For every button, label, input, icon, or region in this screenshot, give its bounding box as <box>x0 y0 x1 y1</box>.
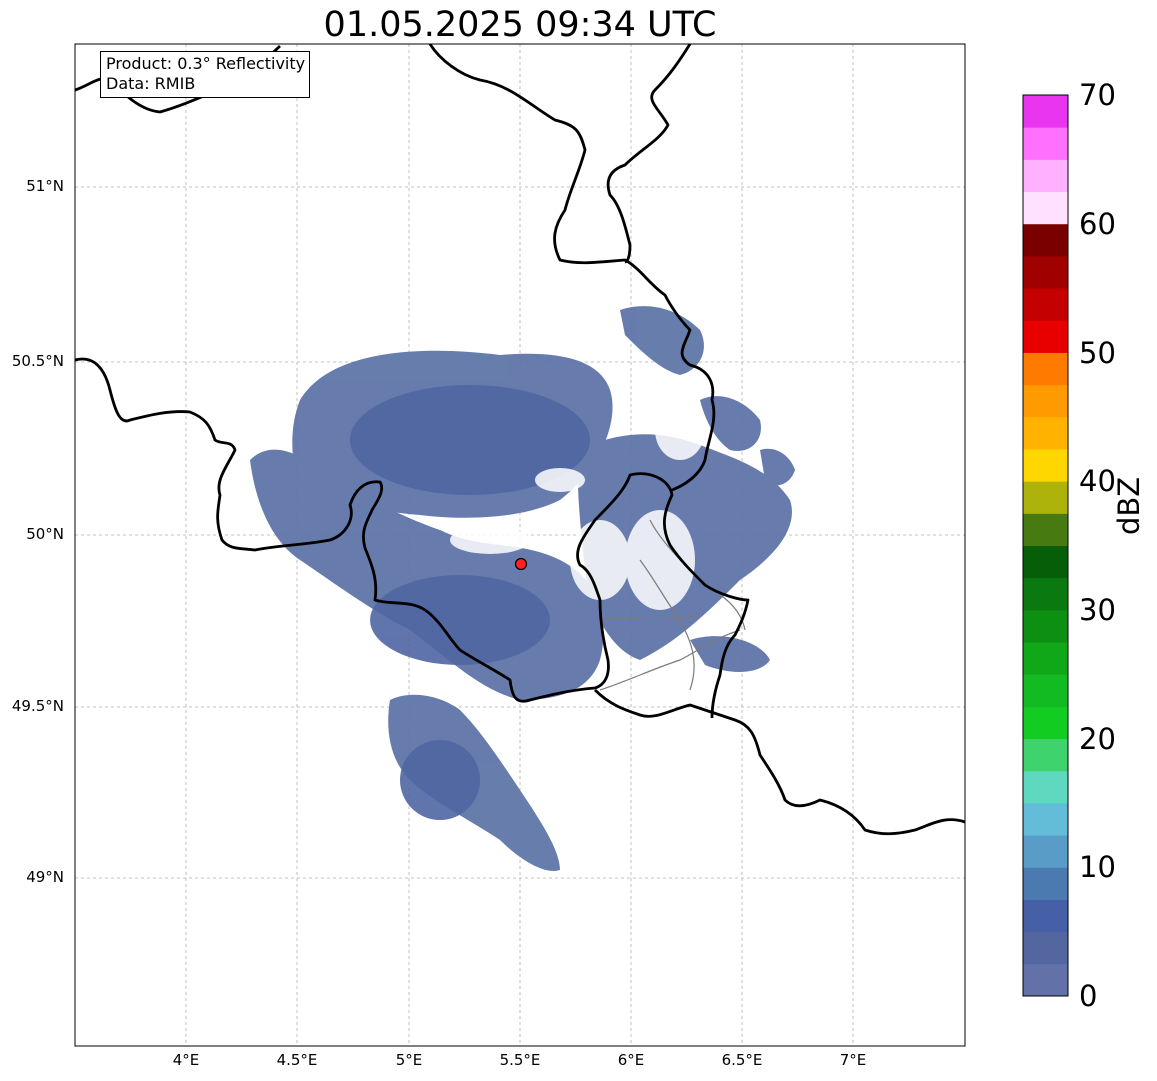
data-source-text: Data: RMIB <box>106 74 196 93</box>
colorbar-bin <box>1023 223 1068 257</box>
radar-site-marker <box>514 557 528 571</box>
colorbar-bin <box>1023 738 1068 772</box>
radar-echo-core <box>350 385 590 820</box>
lon-tick-label: 6.5°E <box>721 1051 763 1069</box>
colorbar-bin <box>1023 835 1068 868</box>
lat-tick-label: 49.5°N <box>11 697 64 715</box>
colorbar-bin <box>1023 95 1068 128</box>
radar-echo-gaps <box>450 400 705 610</box>
lat-tick-label: 50°N <box>26 525 64 543</box>
colorbar-bin <box>1023 352 1068 386</box>
lon-tick-label: 6°E <box>617 1051 645 1069</box>
colorbar-bin <box>1023 802 1068 836</box>
lon-tick-label: 5°E <box>395 1051 423 1069</box>
info-box: Product: 0.3° Reflectivity Data: RMIB <box>100 51 311 98</box>
colorbar-tick-label: 40 <box>1079 464 1116 498</box>
colorbar-frame <box>1022 94 1069 997</box>
map-title: 01.05.2025 09:34 UTC <box>323 5 717 45</box>
map-frame <box>74 43 966 1047</box>
colorbar-bin <box>1023 159 1068 193</box>
colorbar-bin <box>1023 127 1068 160</box>
colorbar-tick-label: 70 <box>1079 78 1116 112</box>
colorbar-bin <box>1023 577 1068 611</box>
colorbar-tick-label: 30 <box>1079 593 1116 627</box>
colorbar-bin <box>1023 609 1068 643</box>
colorbar-tick-label: 10 <box>1079 850 1116 884</box>
colorbar-bin <box>1023 706 1068 740</box>
colorbar-bin <box>1023 674 1068 707</box>
colorbar-bin <box>1023 931 1068 965</box>
colorbar-bin <box>1023 770 1068 804</box>
lon-tick-label: 4.5°E <box>276 1051 318 1069</box>
colorbar-bin <box>1023 191 1068 225</box>
lon-tick-label: 5.5°E <box>499 1051 541 1069</box>
colorbar-tick-label: 60 <box>1079 207 1116 241</box>
lat-tick-label: 49°N <box>26 868 64 886</box>
colorbar <box>1023 95 1068 997</box>
colorbar-bin <box>1023 513 1068 546</box>
lat-tick-label: 51°N <box>26 177 64 195</box>
colorbar-bin <box>1023 642 1068 675</box>
lon-tick-label: 7°E <box>839 1051 867 1069</box>
colorbar-bin <box>1023 899 1068 933</box>
colorbar-tick-label: 0 <box>1079 979 1098 1013</box>
colorbar-bin <box>1023 255 1068 289</box>
colorbar-bin <box>1023 448 1068 482</box>
colorbar-label: dBZ <box>1112 476 1146 535</box>
colorbar-tick-label: 50 <box>1079 336 1116 370</box>
lat-tick-label: 50.5°N <box>11 352 64 370</box>
colorbar-tick-label: 20 <box>1079 722 1116 756</box>
colorbar-bin <box>1023 288 1068 321</box>
product-text: Product: 0.3° Reflectivity <box>106 54 306 73</box>
colorbar-bin <box>1023 545 1068 579</box>
colorbar-bin <box>1023 867 1068 900</box>
colorbar-bin <box>1023 963 1068 997</box>
colorbar-bin <box>1023 481 1068 514</box>
colorbar-bin <box>1023 416 1068 450</box>
colorbar-bin <box>1023 320 1068 353</box>
lon-tick-label: 4°E <box>172 1051 200 1069</box>
colorbar-bin <box>1023 384 1068 418</box>
